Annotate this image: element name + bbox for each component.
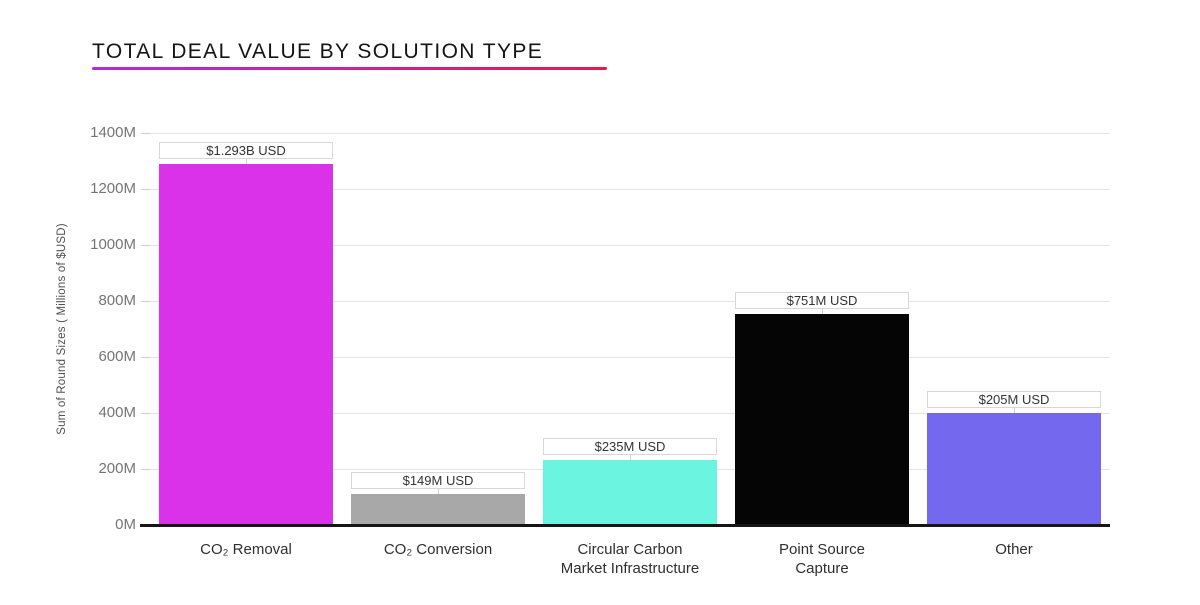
value-label-connector [438,488,439,494]
y-tickmark-400M [142,412,150,414]
bar-point-source-capture [735,313,909,525]
gridline-1000M [140,244,1110,246]
value-label-point-source-capture: $751M USD [735,291,909,309]
bar-circular-carbon-market-infrastructure [543,459,717,525]
chart-title: TOTAL DEAL VALUE BY SOLUTION TYPE [92,40,544,63]
bar-co-removal [159,163,333,525]
gridline-1400M [140,132,1110,134]
value-label-circular-carbon-market-infrastructure: $235M USD [543,437,717,455]
x-axis-label-other: Other [995,541,1033,558]
y-tick-label: 800M [98,292,136,309]
x-axis-label-co-removal: CO₂ Removal [200,541,292,558]
value-label-other: $205M USD [927,391,1101,408]
y-axis-title: Sum of Round Sizes ( Millions of $USD) [56,223,68,435]
y-tickmark-1400M [142,132,150,134]
title-underline-accent [92,67,607,70]
gridline-800M [140,300,1110,302]
y-tickmark-1000M [142,244,150,246]
y-tickmark-1200M [142,188,150,190]
gridline-1200M [140,188,1110,190]
y-tick-label: 600M [98,348,136,365]
gridline-600M [140,356,1110,358]
y-tick-label: 200M [98,460,136,477]
x-axis-label-circular-carbon-market-infrastructure: Circular Carbon Market Infrastructure [560,541,700,577]
y-tick-label: 1000M [90,236,136,253]
y-tickmark-800M [142,300,150,302]
y-tick-label: 1400M [90,124,136,141]
x-axis-baseline [140,524,1110,527]
gridline-400M [140,412,1110,414]
value-label-connector [246,158,247,164]
value-label-connector [822,308,823,314]
value-label-connector [1014,408,1015,413]
value-label-connector [630,454,631,460]
value-label-co-removal: $1.293B USD [159,141,333,159]
bar-other [927,413,1101,525]
x-axis-label-co-conversion: CO₂ Conversion [383,541,493,558]
y-tick-label: 0M [115,516,136,533]
y-tickmark-200M [142,468,150,470]
value-label-co-conversion: $149M USD [351,471,525,489]
y-tick-label: 1200M [90,180,136,197]
x-axis-label-point-source-capture: Point Source Capture [779,541,865,577]
y-tick-label: 400M [98,404,136,421]
y-tickmark-600M [142,356,150,358]
bar-co-conversion [351,493,525,525]
